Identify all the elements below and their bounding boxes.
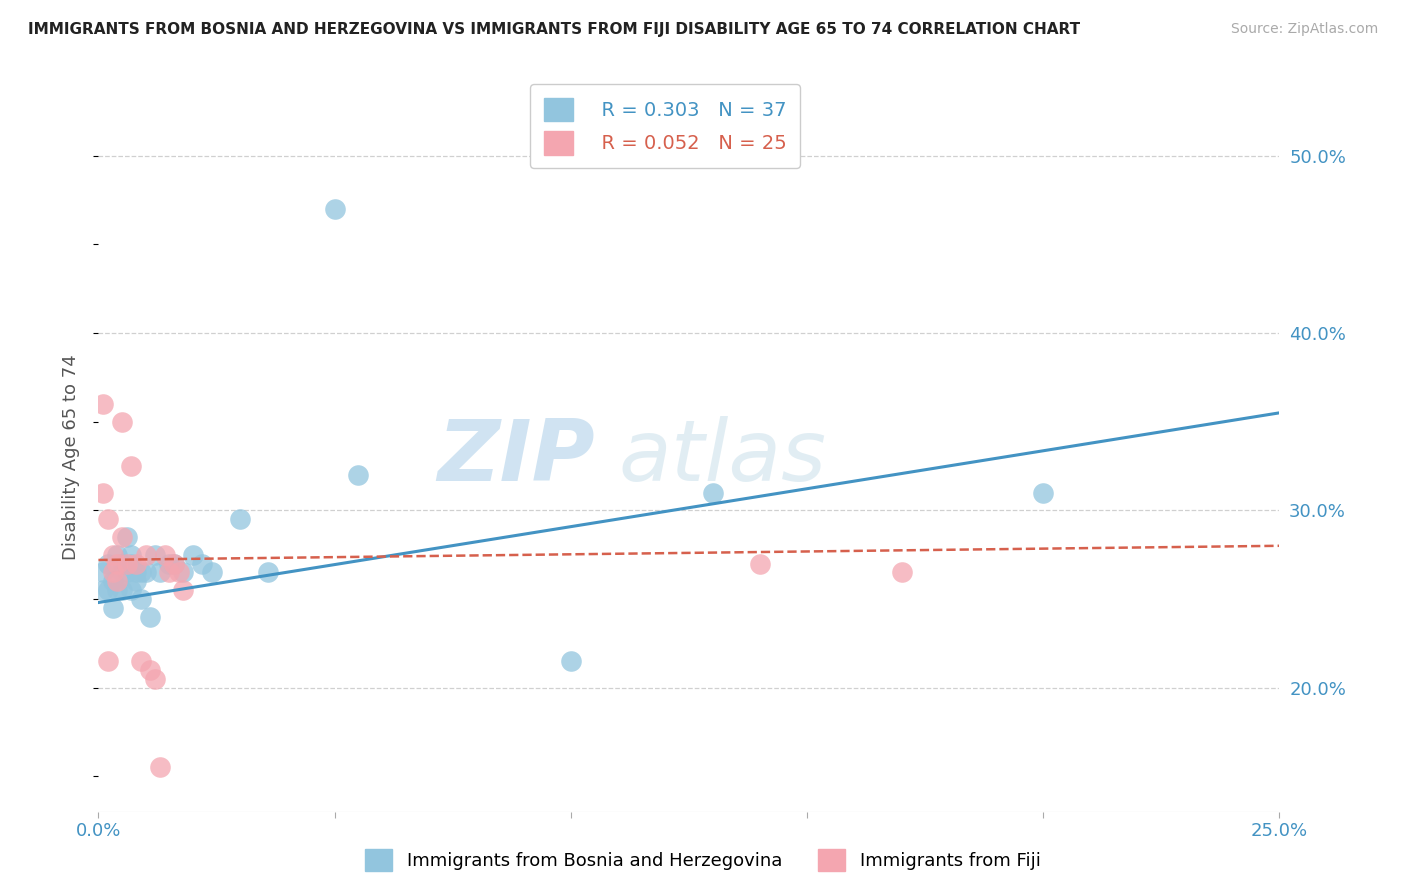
Point [172,583,194,598]
Point [121,583,143,598]
Text: ZIP: ZIP [437,416,595,499]
Point [91,566,114,580]
Point [125,566,148,580]
Point [129,654,152,668]
Point [143,672,166,686]
Point [91,583,114,598]
Point [97,583,120,598]
Legend: Immigrants from Bosnia and Herzegovina, Immigrants from Fiji: Immigrants from Bosnia and Herzegovina, … [359,842,1047,879]
Point [91,397,114,411]
Point [111,530,134,544]
Point [157,566,180,580]
Point [181,548,204,562]
Point [1032,485,1054,500]
Text: IMMIGRANTS FROM BOSNIA AND HERZEGOVINA VS IMMIGRANTS FROM FIJI DISABILITY AGE 65: IMMIGRANTS FROM BOSNIA AND HERZEGOVINA V… [28,22,1080,37]
Point [101,600,124,615]
Point [129,566,152,580]
Point [149,566,172,580]
Point [105,574,128,589]
Point [347,467,370,482]
Point [163,557,186,571]
Text: Source: ZipAtlas.com: Source: ZipAtlas.com [1230,22,1378,37]
Point [172,566,194,580]
Point [91,485,114,500]
Point [157,557,180,571]
Point [125,557,148,571]
Point [97,654,120,668]
Point [153,548,176,562]
Point [105,557,128,571]
Point [149,760,172,774]
Point [115,566,138,580]
Point [890,566,912,580]
Point [229,512,252,526]
Point [201,566,224,580]
Point [163,557,186,571]
Point [121,557,143,571]
Point [111,557,134,571]
Point [257,566,280,580]
Point [115,530,138,544]
Point [129,592,152,607]
Point [101,566,124,580]
Text: atlas: atlas [619,416,827,499]
Point [135,548,157,562]
Point [115,557,138,571]
Point [101,548,124,562]
Point [167,566,190,580]
Point [105,548,128,562]
Point [560,654,582,668]
Point [125,574,148,589]
Point [139,609,162,624]
Point [101,574,124,589]
Point [105,583,128,598]
Point [143,548,166,562]
Point [121,458,143,473]
Point [111,583,134,598]
Point [111,566,134,580]
Legend:   R = 0.303   N = 37,   R = 0.052   N = 25: R = 0.303 N = 37, R = 0.052 N = 25 [530,84,800,169]
Point [111,415,134,429]
Point [139,663,162,677]
Point [702,485,724,500]
Point [323,202,346,216]
Point [97,512,120,526]
Point [748,557,770,571]
Point [97,557,120,571]
Point [121,548,143,562]
Y-axis label: Disability Age 65 to 74: Disability Age 65 to 74 [62,354,80,560]
Point [191,557,214,571]
Point [135,566,157,580]
